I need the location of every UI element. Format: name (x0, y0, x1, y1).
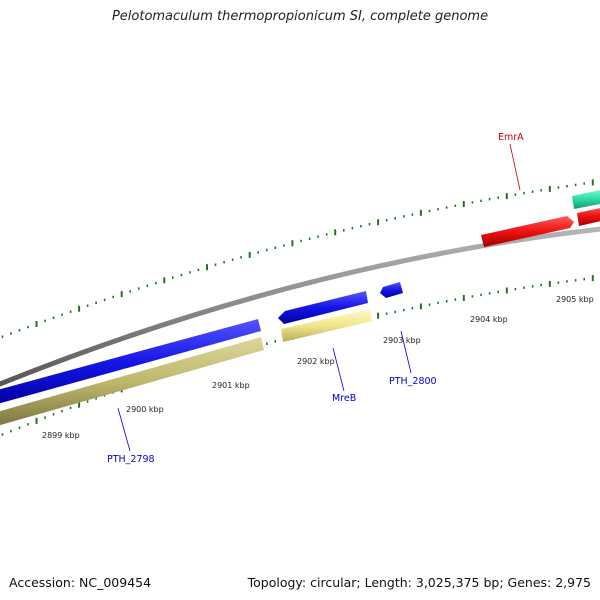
gene-label-pth-2798[interactable]: PTH_2798 (107, 454, 155, 465)
gene-label-mreb[interactable]: MreB (332, 393, 356, 404)
tick-label: 2901 kbp (212, 381, 250, 390)
gene-feature-pth-2800[interactable] (380, 282, 403, 298)
gene-feature-emra[interactable] (481, 216, 574, 247)
leader-emra (509, 143, 521, 191)
leader-mreb (332, 347, 345, 392)
leader-pth-2798 (117, 407, 131, 452)
gene-label-pth-2800[interactable]: PTH_2800 (389, 376, 437, 387)
gene-feature-red-right[interactable] (577, 206, 600, 226)
outer-tick-track (1, 179, 594, 338)
tick-label: 2899 kbp (42, 431, 80, 440)
genome-summary: Topology: circular; Length: 3,025,375 bp… (247, 575, 591, 590)
gene-feature-pale[interactable] (281, 309, 372, 342)
gene-feature-mreb[interactable] (278, 291, 368, 324)
gene-feature-khaki[interactable] (0, 337, 264, 428)
tick-label: 2900 kbp (126, 405, 164, 414)
tick-label: 2905 kbp (556, 295, 594, 304)
gene-feature-teal[interactable] (572, 188, 600, 209)
leader-pth-2800 (400, 330, 412, 374)
tick-label: 2903 kbp (383, 336, 421, 345)
gene-feature-blue-long[interactable] (0, 319, 261, 406)
genome-backbone (0, 226, 600, 387)
gene-label-emra[interactable]: EmrA (498, 132, 524, 143)
tick-label: 2904 kbp (470, 315, 508, 324)
accession-label: Accession: NC_009454 (9, 575, 152, 590)
tick-label: 2902 kbp (297, 357, 335, 366)
genome-title: Pelotomaculum thermopropionicum SI, comp… (111, 9, 489, 24)
